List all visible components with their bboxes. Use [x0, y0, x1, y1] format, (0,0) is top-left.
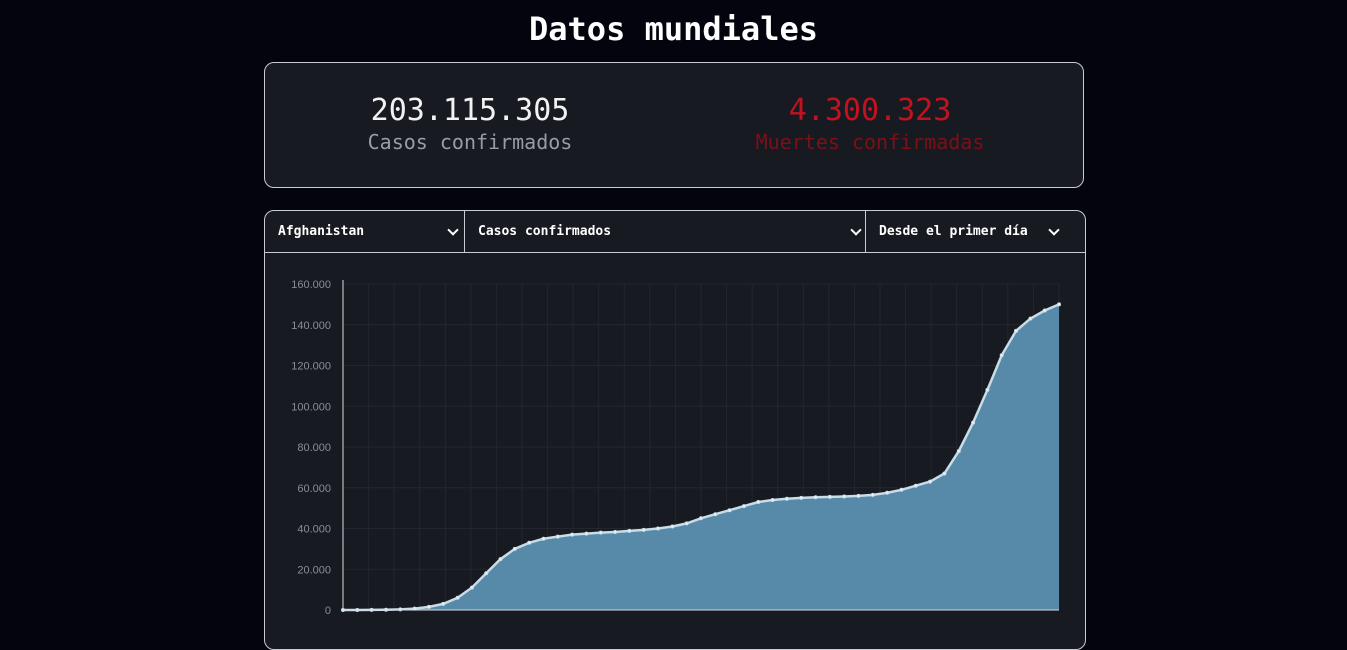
data-point: [827, 494, 832, 499]
data-point: [856, 493, 861, 498]
y-tick-label: 100.000: [291, 401, 331, 413]
data-point: [541, 536, 546, 541]
data-point: [598, 530, 603, 535]
data-point: [570, 532, 575, 537]
data-point: [842, 494, 847, 499]
chevron-down-icon: [850, 224, 862, 236]
country-select[interactable]: Afghanistan: [265, 211, 465, 252]
chart-controls: Afghanistan Casos confirmados Desde el p…: [265, 211, 1085, 253]
data-point: [885, 490, 890, 495]
data-point: [469, 585, 474, 590]
data-point: [913, 483, 918, 488]
confirmed-cases-stat: 203.115.305 Casos confirmados: [265, 93, 675, 155]
confirmed-cases-value: 203.115.305: [370, 93, 570, 128]
data-point: [655, 526, 660, 531]
data-point: [684, 521, 689, 526]
y-tick-label: 0: [325, 605, 331, 617]
data-point: [799, 495, 804, 500]
data-point: [942, 471, 947, 476]
chart-card: Afghanistan Casos confirmados Desde el p…: [264, 210, 1086, 650]
chevron-down-icon: [447, 224, 459, 236]
y-tick-label: 80.000: [297, 442, 331, 454]
y-tick-label: 20.000: [297, 564, 331, 576]
data-point: [899, 487, 904, 492]
y-tick-label: 120.000: [291, 361, 331, 373]
data-point: [584, 531, 589, 536]
data-point: [756, 499, 761, 504]
data-point: [971, 420, 976, 425]
data-point: [555, 534, 560, 539]
data-point: [455, 595, 460, 600]
confirmed-deaths-label: Muertes confirmadas: [755, 130, 985, 154]
confirmed-deaths-value: 4.300.323: [788, 93, 952, 128]
data-point: [1042, 308, 1047, 313]
data-point: [713, 512, 718, 517]
data-point: [1014, 328, 1019, 333]
data-point: [727, 508, 732, 513]
data-point: [426, 604, 431, 609]
cases-area: [343, 304, 1059, 610]
data-point: [956, 449, 961, 454]
y-tick-label: 40.000: [297, 524, 331, 536]
y-tick-label: 140.000: [291, 320, 331, 332]
chevron-down-icon: [1048, 224, 1060, 236]
world-stats-card: 203.115.305 Casos confirmados 4.300.323 …: [264, 62, 1084, 188]
data-point: [441, 601, 446, 606]
confirmed-deaths-stat: 4.300.323 Muertes confirmadas: [665, 93, 1075, 155]
range-select[interactable]: Desde el primer día: [866, 211, 1085, 252]
data-point: [985, 387, 990, 392]
cases-area-chart: 0 20.000 40.000 60.000 80.000 100.000 120.000 1…: [291, 279, 1062, 617]
data-point: [999, 353, 1004, 358]
data-point: [741, 504, 746, 509]
country-select-value: Afghanistan: [278, 224, 365, 239]
y-tick-label: 160.000: [291, 279, 331, 291]
data-point: [784, 496, 789, 501]
data-point: [398, 607, 403, 612]
metric-select[interactable]: Casos confirmados: [465, 211, 866, 252]
data-point: [813, 495, 818, 500]
data-point: [1057, 302, 1062, 307]
range-select-value: Desde el primer día: [879, 224, 1028, 239]
data-point: [1028, 316, 1033, 321]
data-point: [698, 516, 703, 521]
confirmed-cases-label: Casos confirmados: [367, 130, 573, 154]
data-point: [770, 497, 775, 502]
data-point: [928, 479, 933, 484]
metric-select-value: Casos confirmados: [478, 224, 612, 239]
data-point: [512, 546, 517, 551]
data-point: [641, 527, 646, 532]
y-tick-label: 60.000: [297, 483, 331, 495]
data-point: [484, 571, 489, 576]
data-point: [870, 492, 875, 497]
page-title: Datos mundiales: [529, 10, 818, 48]
data-point: [670, 524, 675, 529]
data-point: [498, 557, 503, 562]
data-point: [613, 529, 618, 534]
data-point: [627, 528, 632, 533]
data-point: [527, 540, 532, 545]
